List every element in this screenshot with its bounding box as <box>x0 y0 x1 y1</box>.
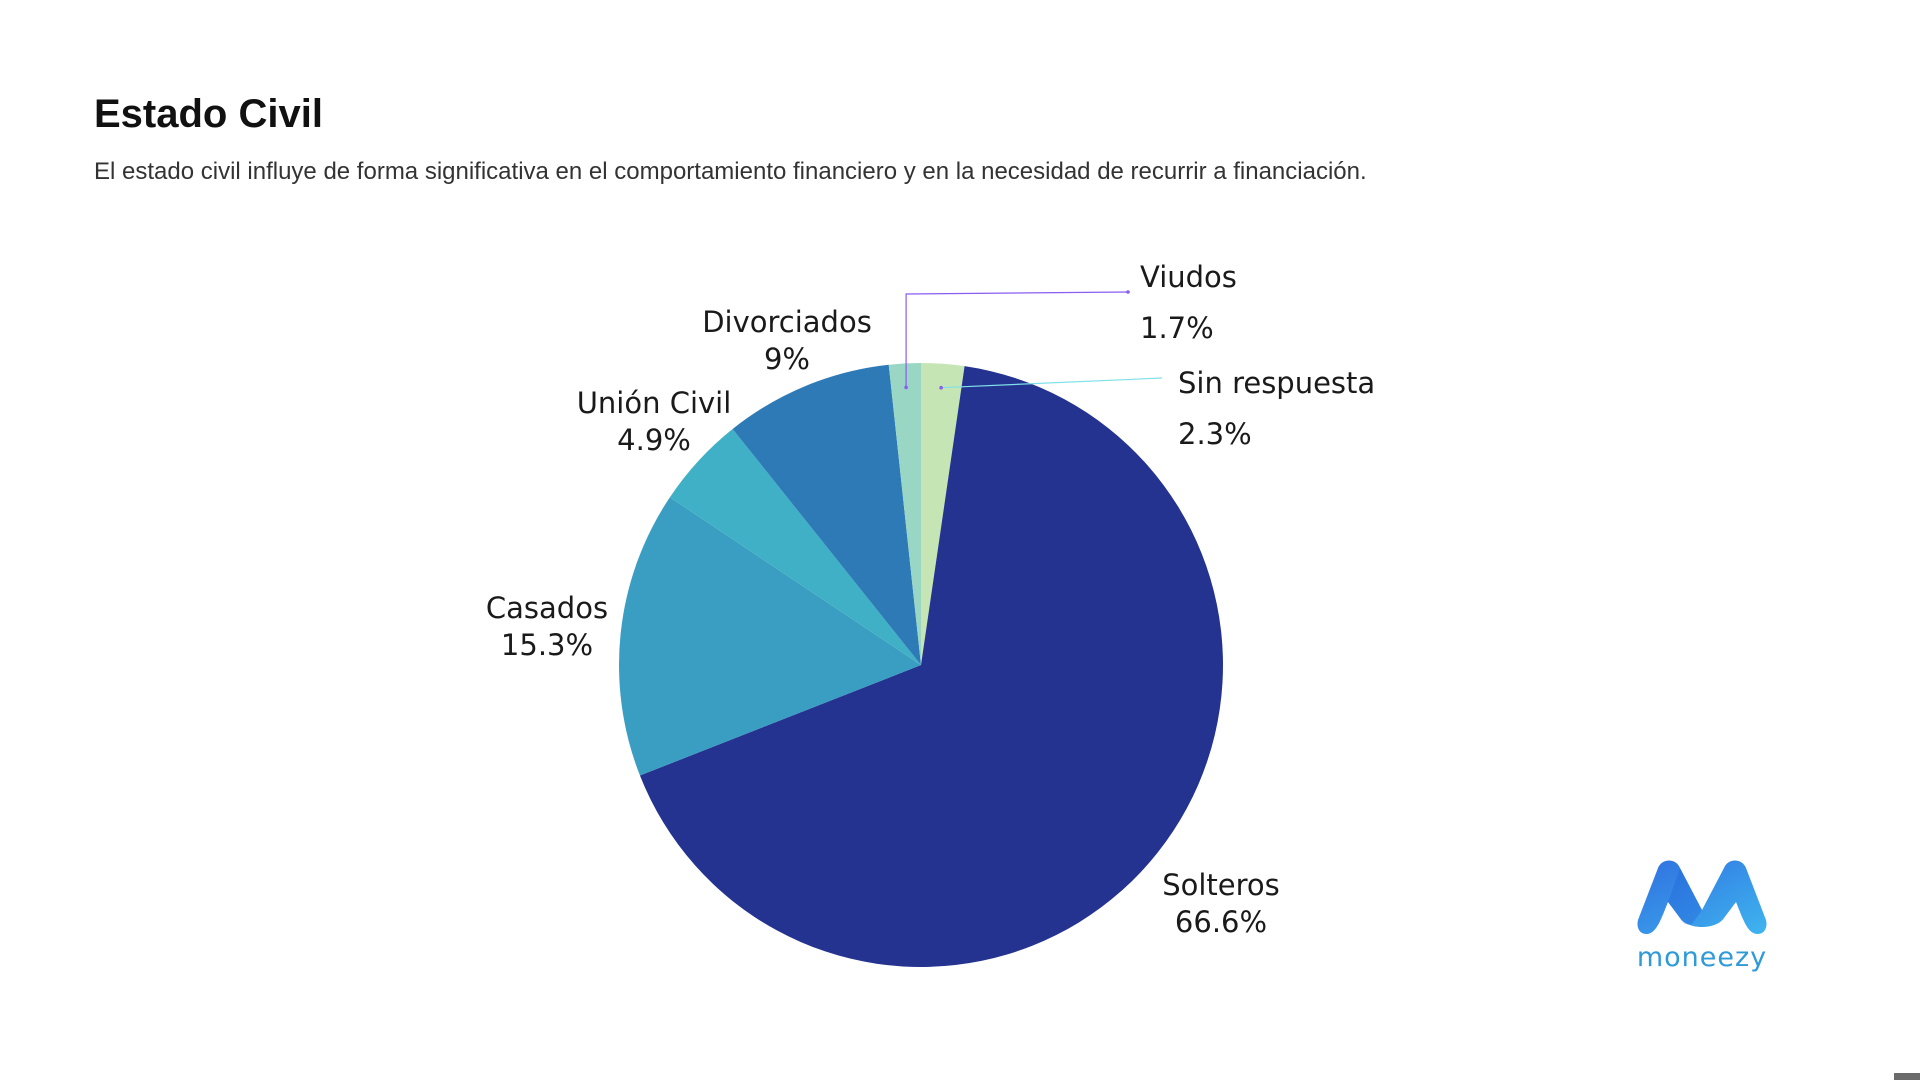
moneezy-m-logo-icon <box>1637 860 1767 934</box>
page-title: Estado Civil <box>94 92 323 136</box>
pie-slice-sin-respuesta <box>921 363 965 665</box>
slice-label-casados: Casados <box>486 591 608 625</box>
slice-value-union-civil: 4.9% <box>617 423 691 457</box>
leader-dot-viudos <box>904 385 908 390</box>
slice-label-solteros: Solteros <box>1162 868 1280 902</box>
pie-slice-solteros <box>639 366 1223 967</box>
slice-label-divorciados: Divorciados <box>702 305 872 339</box>
leader-dot-sin-respuesta <box>939 385 943 390</box>
pie-slice-union-civil <box>669 428 921 665</box>
leader-line-viudos <box>905 291 1129 388</box>
pie-slice-viudos <box>888 363 921 665</box>
slice-label-sin-respuesta: Sin respuesta <box>1178 366 1375 400</box>
slice-value-sin-respuesta: 2.3% <box>1178 417 1252 451</box>
pie-slice-casados <box>618 497 921 776</box>
slice-label-union-civil: Unión Civil <box>577 386 732 420</box>
leader-end-dot-viudos <box>1126 290 1130 294</box>
leader-line-sin-respuesta <box>941 377 1163 389</box>
corner-marker <box>1894 1073 1920 1080</box>
slice-value-casados: 15.3% <box>501 628 593 662</box>
slice-value-divorciados: 9% <box>764 342 810 376</box>
slice-value-solteros: 66.6% <box>1175 905 1267 939</box>
page-subtitle: El estado civil influye de forma signifi… <box>94 158 1367 185</box>
pie-slice-divorciados <box>732 364 921 665</box>
logo-wordmark: moneezy <box>1636 942 1768 973</box>
slice-label-viudos: Viudos <box>1140 260 1237 294</box>
leader-lines <box>904 290 1163 390</box>
slice-value-viudos: 1.7% <box>1140 311 1214 345</box>
moneezy-logo: moneezy <box>1632 852 1772 973</box>
pie-slices <box>618 363 1223 967</box>
